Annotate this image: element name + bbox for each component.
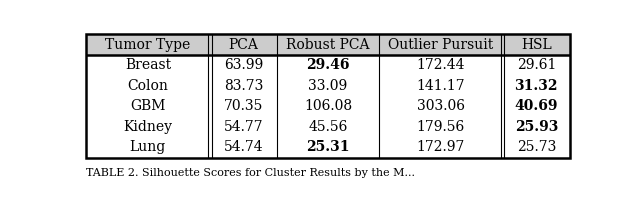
Text: HSL: HSL xyxy=(521,38,552,51)
Text: Robust PCA: Robust PCA xyxy=(286,38,370,51)
Text: 83.73: 83.73 xyxy=(224,79,263,93)
Text: 40.69: 40.69 xyxy=(515,99,558,113)
Text: 172.44: 172.44 xyxy=(417,58,465,72)
Text: Colon: Colon xyxy=(127,79,168,93)
Bar xyxy=(86,34,570,55)
Text: Lung: Lung xyxy=(130,141,166,154)
Text: 141.17: 141.17 xyxy=(416,79,465,93)
Text: 29.46: 29.46 xyxy=(307,58,349,72)
Text: 45.56: 45.56 xyxy=(308,120,348,134)
Text: 63.99: 63.99 xyxy=(224,58,263,72)
Text: 106.08: 106.08 xyxy=(304,99,352,113)
Text: 70.35: 70.35 xyxy=(224,99,263,113)
Text: 29.61: 29.61 xyxy=(516,58,556,72)
Text: Outlier Pursuit: Outlier Pursuit xyxy=(388,38,493,51)
Text: Tumor Type: Tumor Type xyxy=(105,38,191,51)
Text: Kidney: Kidney xyxy=(124,120,172,134)
Text: 25.93: 25.93 xyxy=(515,120,558,134)
Text: 25.73: 25.73 xyxy=(516,141,556,154)
Text: 54.74: 54.74 xyxy=(224,141,264,154)
Text: 54.77: 54.77 xyxy=(224,120,264,134)
Text: PCA: PCA xyxy=(228,38,259,51)
Bar xyxy=(86,34,570,158)
Bar xyxy=(86,34,570,158)
Text: 33.09: 33.09 xyxy=(308,79,348,93)
Text: 179.56: 179.56 xyxy=(417,120,465,134)
Text: 25.31: 25.31 xyxy=(307,141,349,154)
Text: 303.06: 303.06 xyxy=(417,99,465,113)
Text: 172.97: 172.97 xyxy=(417,141,465,154)
Text: 31.32: 31.32 xyxy=(515,79,558,93)
Text: TABLE 2. Silhouette Scores for Cluster Results by the M...: TABLE 2. Silhouette Scores for Cluster R… xyxy=(86,168,415,178)
Text: GBM: GBM xyxy=(130,99,166,113)
Text: Breast: Breast xyxy=(125,58,171,72)
